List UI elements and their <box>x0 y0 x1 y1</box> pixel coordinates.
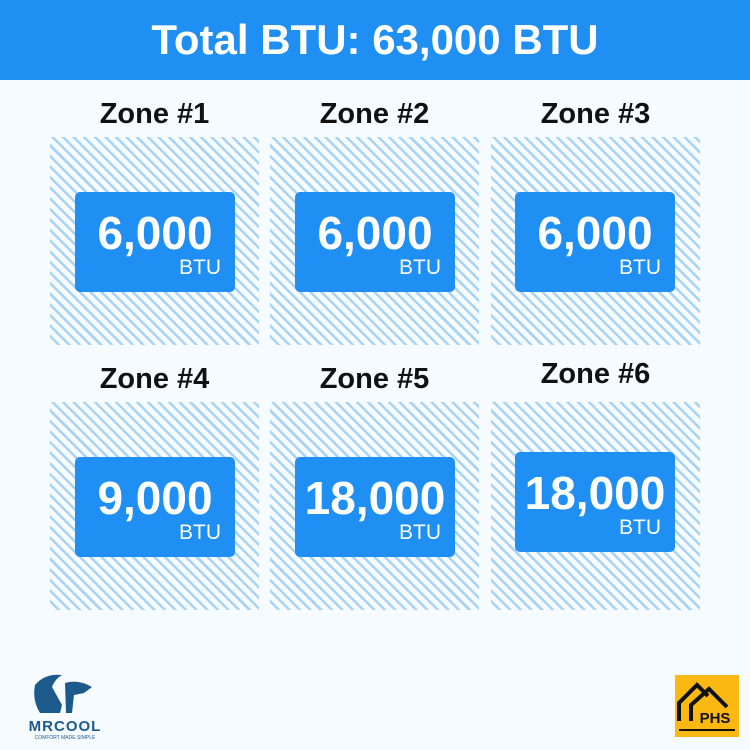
btu-value: 6,000 <box>97 207 213 259</box>
btu-value: 18,000 <box>304 472 446 524</box>
total-btu-header: Total BTU: 63,000 BTU <box>0 0 750 80</box>
btu-unit: BTU <box>619 256 661 279</box>
btu-box: 6,000 BTU <box>75 192 235 292</box>
zone-title: Zone #2 <box>319 98 430 130</box>
svg-text:COMFORT MADE SIMPLE: COMFORT MADE SIMPLE <box>35 735 96 741</box>
btu-box: 6,000 BTU <box>295 192 455 292</box>
zone-title: Zone #5 <box>319 363 430 395</box>
polar-bear-icon: MRCOOL COMFORT MADE SIMPLE <box>29 674 102 741</box>
btu-box: 18,000 BTU <box>295 457 455 557</box>
btu-value: 6,000 <box>537 207 653 259</box>
svg-text:MRCOOL: MRCOOL <box>29 718 102 735</box>
zone-title: Zone #6 <box>540 358 651 390</box>
btu-box: 6,000 BTU <box>515 192 675 292</box>
btu-value: 9,000 <box>97 472 213 524</box>
btu-unit: BTU <box>399 521 441 544</box>
btu-box: 9,000 BTU <box>75 457 235 557</box>
btu-unit: BTU <box>619 516 661 539</box>
btu-unit: BTU <box>179 521 221 544</box>
total-btu-title: Total BTU: 63,000 BTU <box>151 16 599 63</box>
house-icon: PHS <box>677 682 735 731</box>
zone-title: Zone #4 <box>99 363 210 395</box>
btu-box: 18,000 BTU <box>515 452 675 552</box>
zone-title: Zone #1 <box>99 98 210 130</box>
btu-value: 6,000 <box>317 207 433 259</box>
btu-unit: BTU <box>179 256 221 279</box>
zone-title: Zone #3 <box>540 98 651 130</box>
svg-text:PHS: PHS <box>700 710 731 727</box>
btu-value: 18,000 <box>524 467 666 519</box>
btu-unit: BTU <box>399 256 441 279</box>
phs-logo: PHS <box>675 675 739 737</box>
mrcool-logo: MRCOOL COMFORT MADE SIMPLE <box>10 665 120 745</box>
